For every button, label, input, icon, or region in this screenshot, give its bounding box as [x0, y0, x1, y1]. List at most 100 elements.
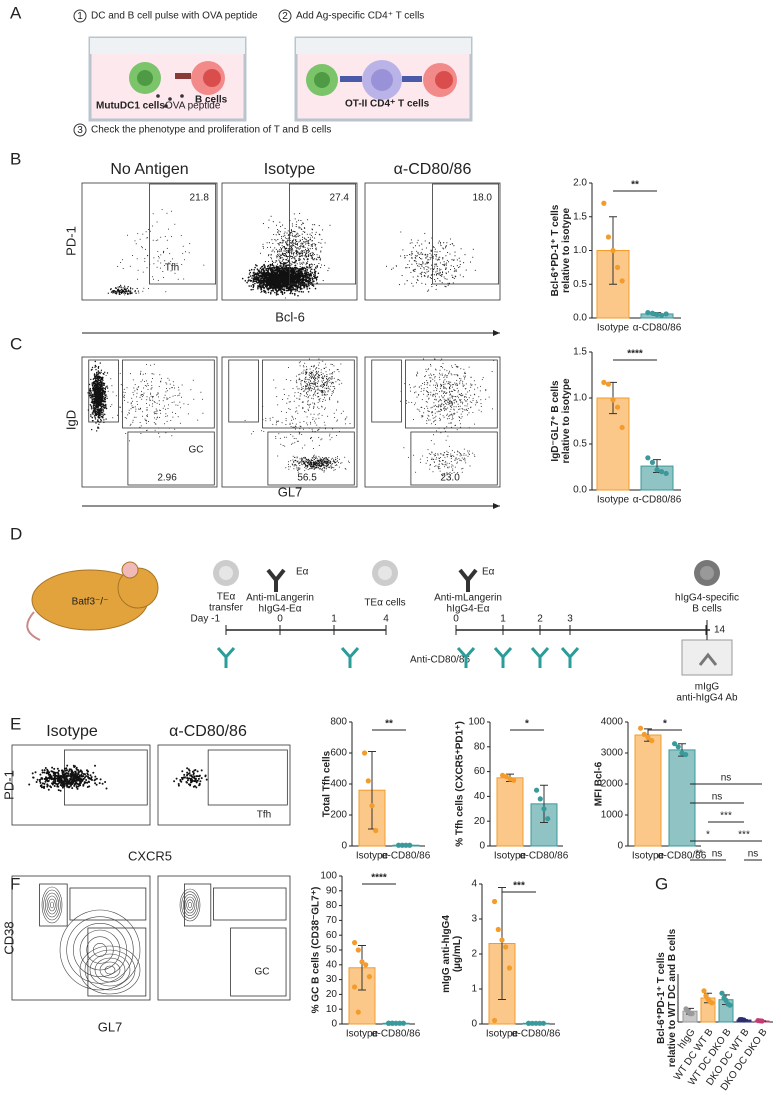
plot-frame	[11, 875, 151, 1001]
step-badge	[278, 9, 292, 23]
data-point	[389, 1020, 395, 1026]
y-tick-label: 0	[331, 1019, 337, 1030]
data-point	[637, 725, 644, 731]
label: mIgG	[695, 682, 720, 693]
data-point	[355, 1009, 361, 1015]
data-point	[658, 312, 665, 318]
data-point	[671, 741, 678, 747]
y-tick-label: 1.5	[573, 211, 587, 222]
gate	[87, 927, 147, 997]
condition-title: α-CD80/86	[394, 161, 472, 178]
y-tick-label: 100	[320, 871, 337, 882]
plot-frame	[157, 744, 291, 826]
significance-label: *	[525, 719, 529, 730]
timeline-day: 0	[277, 614, 283, 625]
data-point	[351, 940, 358, 946]
gate-label: GC	[255, 967, 270, 978]
contour	[104, 965, 116, 975]
cytometry-dots	[28, 764, 108, 792]
x-tick-label: α-CD80/86	[512, 1029, 561, 1040]
plot-frame	[364, 356, 501, 488]
gate-label: Tfh	[165, 263, 179, 274]
plot-frame	[81, 356, 218, 488]
y-tick-label: 3	[471, 914, 477, 925]
gate	[213, 887, 287, 921]
antibody-icon	[530, 647, 550, 668]
bar	[634, 734, 662, 847]
data-point	[545, 816, 551, 822]
y-axis-label: Total Tfh cells	[322, 750, 333, 817]
contour	[186, 899, 194, 911]
gate-value: 27.4	[330, 193, 350, 204]
label: 3	[77, 125, 83, 136]
gate	[149, 183, 217, 285]
data-point	[654, 467, 660, 473]
data-point	[541, 806, 547, 812]
data-point	[355, 947, 361, 953]
contour	[50, 901, 54, 909]
data-point	[727, 1002, 733, 1008]
y-tick-label: 80	[326, 900, 338, 911]
contour	[99, 961, 121, 979]
y-tick-label: 1000	[601, 810, 624, 821]
gate	[69, 887, 147, 921]
y-tick-label: 1.0	[573, 245, 587, 256]
antibody-icon	[493, 647, 513, 668]
y-tick-label: 400	[330, 779, 347, 790]
arrow-head	[493, 330, 500, 336]
data-point	[363, 962, 369, 968]
contour	[94, 957, 126, 983]
significance-label: **	[631, 180, 639, 191]
label: Anti-mLangerin	[434, 593, 502, 604]
gate	[289, 183, 357, 285]
y-tick-label: 1	[471, 984, 477, 995]
y-tick-label: 4	[471, 879, 477, 890]
y-tick-label: 30	[326, 974, 338, 985]
y-tick-label: 100	[468, 717, 485, 728]
cytometry-dots	[87, 360, 109, 432]
label: anti-hIgG4 Ab	[676, 693, 738, 704]
gate-value: 2.96	[157, 473, 177, 484]
plot-frame	[11, 744, 151, 826]
cytometry-dots	[287, 454, 350, 473]
label: B cells	[692, 604, 721, 615]
gate	[230, 927, 287, 997]
contour	[46, 895, 58, 915]
data-point	[675, 744, 681, 750]
error-bar	[358, 945, 366, 991]
x-tick-label: Isotype	[597, 495, 630, 506]
x-tick-label: Isotype	[346, 1029, 379, 1040]
contour	[45, 892, 59, 918]
y-tick-label: 2.0	[573, 178, 587, 189]
x-axis-label: GL7	[98, 1019, 123, 1034]
y-axis-label: relative to WT DC and B cells	[667, 928, 678, 1067]
contour	[84, 949, 136, 991]
data-point	[683, 751, 689, 758]
y-axis-label: IgD	[63, 410, 78, 430]
data-point	[610, 247, 616, 254]
data-point	[361, 750, 368, 756]
data-point	[525, 1020, 532, 1026]
y-tick-label: 1.5	[573, 347, 587, 358]
data-point	[719, 990, 725, 996]
label: A	[10, 3, 22, 22]
x-tick-label: Isotype	[597, 323, 630, 334]
contour	[41, 886, 63, 924]
contour	[181, 891, 199, 919]
data-point	[395, 842, 402, 848]
label: 2	[282, 11, 288, 22]
y-tick-label: 0	[341, 841, 347, 852]
data-point	[741, 1017, 747, 1023]
data-point	[495, 926, 501, 933]
gate-value: 21.8	[190, 193, 210, 204]
data-point	[529, 1020, 535, 1026]
data-point	[641, 731, 647, 738]
gate	[405, 359, 498, 429]
x-axis-label: CXCR5	[128, 848, 172, 863]
y-tick-label: 20	[326, 989, 338, 1000]
label: Anti-mLangerin	[246, 593, 314, 604]
arrow-head	[493, 503, 500, 509]
data-point	[399, 842, 405, 848]
label: Eα	[296, 567, 309, 578]
cytometry-dots	[173, 767, 208, 789]
